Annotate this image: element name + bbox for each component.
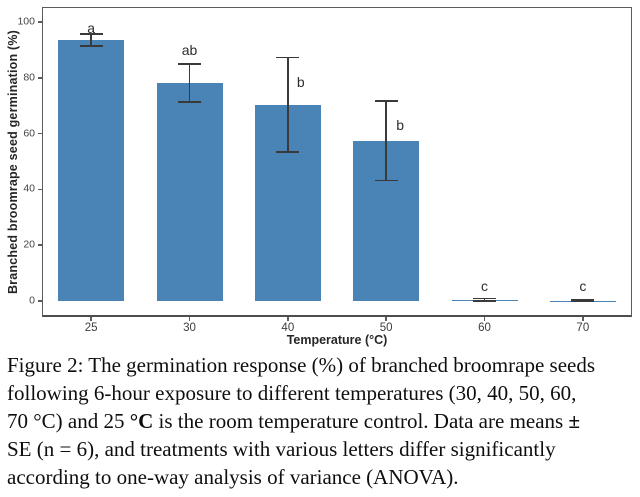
y-tick-mark (37, 244, 42, 246)
sig-letter: b (296, 73, 305, 90)
sig-letter: c (579, 277, 587, 294)
y-tick-mark (37, 77, 42, 79)
x-tick-label: 40 (281, 322, 295, 334)
x-tick-label: 50 (379, 322, 393, 334)
y-tick-mark (37, 300, 42, 302)
caption-line: according to one-way analysis of varianc… (7, 463, 637, 491)
x-tick-label: 30 (183, 322, 196, 334)
error-bar-line (188, 63, 191, 102)
sig-letter: b (396, 117, 405, 134)
caption-text-segment: ± (568, 409, 580, 433)
caption-line: SE (n = 6), and treatments with various … (7, 435, 637, 463)
error-bar-line (90, 33, 92, 46)
sig-letter: ab (181, 41, 198, 58)
caption-line: following 6-hour exposure to different t… (7, 379, 637, 407)
y-axis-title: Branched broomrape seed germination (%) (6, 29, 20, 295)
y-tick-mark (37, 188, 42, 191)
caption-line: Figure 2: The germination response (%) o… (7, 351, 637, 379)
plot-panel (42, 7, 632, 317)
error-bar-cap-bottom (79, 45, 103, 47)
y-tick-label: 60 (23, 127, 35, 140)
caption-text-segment: °C (129, 409, 154, 433)
x-tick-label: 70 (576, 322, 590, 334)
error-bar-cap-top (79, 33, 103, 35)
bar-30 (156, 83, 223, 301)
error-bar-cap-bottom (178, 100, 201, 103)
sig-letter: a (87, 19, 96, 36)
x-tick-mark (90, 317, 92, 321)
error-bar-cap-bottom (374, 179, 398, 182)
caption-text-segment: following 6-hour exposure to different t… (7, 381, 577, 405)
sig-letter: c (481, 277, 488, 294)
x-tick-mark (582, 317, 584, 321)
caption-text-segment: is the room temperature control. Data ar… (153, 409, 569, 433)
error-bar-cap-bottom (276, 151, 300, 153)
caption-text-segment: SE (n = 6), and treatments with various … (7, 437, 556, 461)
caption-line: 70 °C) and 25 °C is the room temperature… (7, 407, 637, 435)
y-tick-mark (37, 132, 42, 135)
error-bar-cap-top (178, 62, 201, 65)
y-tick-label: 40 (23, 182, 35, 195)
error-bar-cap-top (276, 56, 300, 59)
error-bar-cap-bottom (571, 300, 595, 302)
x-tick-mark (188, 317, 191, 321)
error-bar-line (385, 100, 387, 181)
caption-text-segment: 70 °C) and 25 (7, 409, 130, 433)
error-bar-line (483, 298, 486, 301)
figure-caption: Figure 2: The germination response (%) o… (7, 351, 637, 491)
y-tick-mark (37, 21, 42, 23)
x-tick-label: 60 (478, 322, 491, 334)
y-tick-label: 100 (17, 15, 35, 28)
error-bar-line (287, 57, 289, 152)
error-bar-cap-bottom (473, 299, 496, 302)
y-tick-label: 80 (23, 71, 35, 84)
error-bar-cap-top (473, 297, 496, 300)
bar-25 (58, 40, 125, 301)
caption-text-segment: according to one-way analysis of varianc… (7, 465, 459, 489)
x-tick-mark (287, 317, 289, 321)
y-tick-label: 20 (23, 238, 35, 251)
y-tick-label: 0 (29, 294, 35, 307)
error-bar-cap-top (374, 99, 398, 102)
error-bar-cap-top (571, 299, 595, 301)
x-tick-label: 25 (84, 322, 98, 334)
bar-chart: 0 20 40 60 80 100 a 25 ab 30 b 40 b 50 c 60 c 70 Branched… (6, 7, 632, 347)
x-tick-mark (385, 317, 387, 321)
x-tick-mark (483, 317, 486, 321)
x-axis-title: Temperature (°C) (286, 333, 388, 347)
caption-text-segment: Figure 2: The germination response (%) o… (7, 353, 596, 377)
